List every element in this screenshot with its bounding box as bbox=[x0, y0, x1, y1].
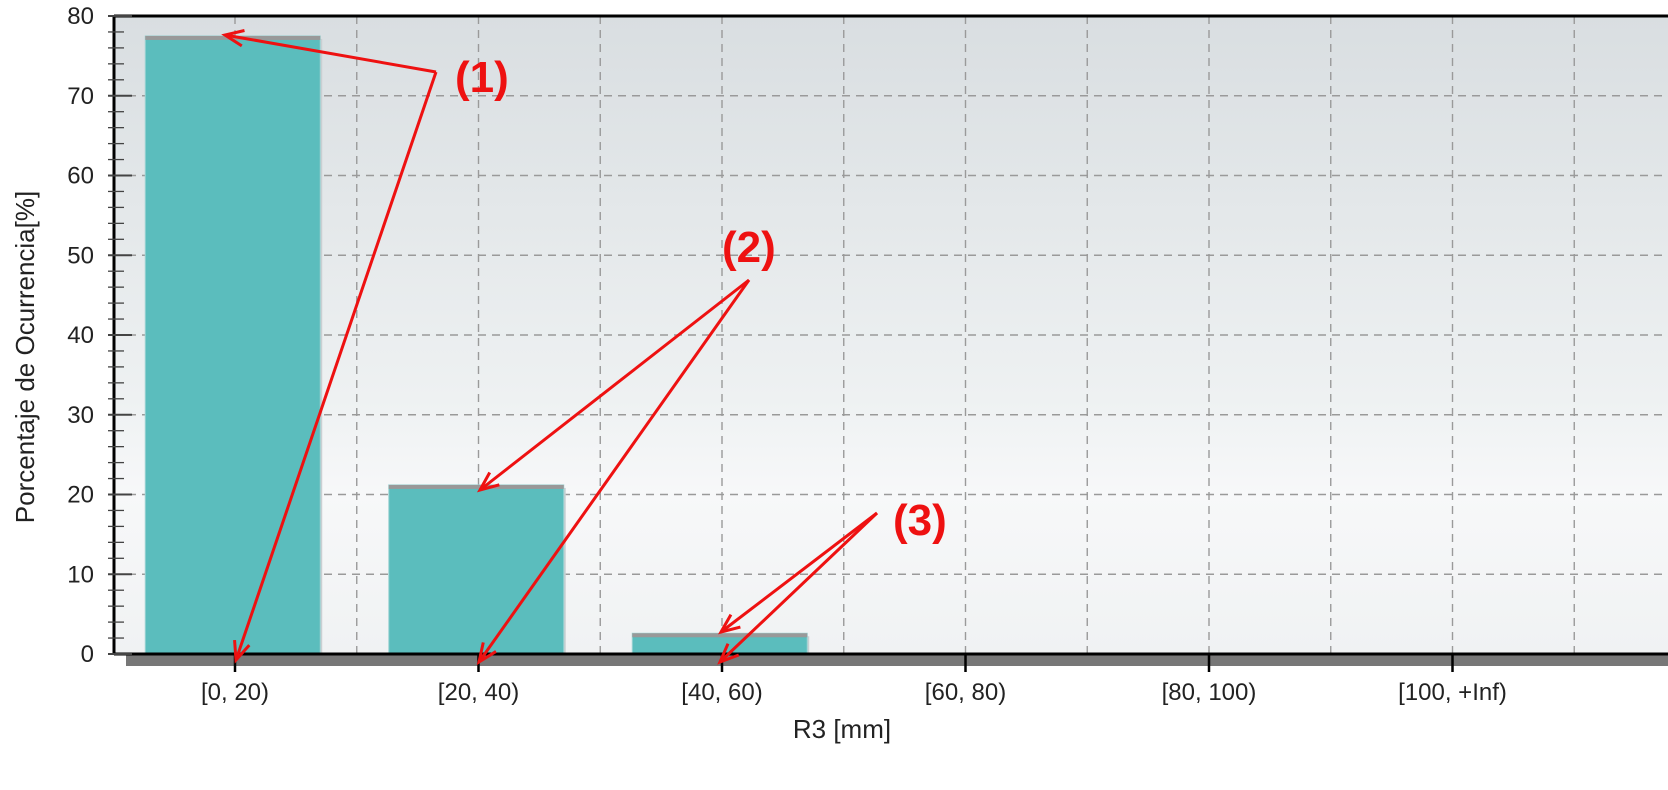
y-axis-title: Porcentaje de Ocurrencia[%] bbox=[10, 191, 40, 523]
y-tick-label: 10 bbox=[67, 561, 94, 588]
annotation-arrowhead bbox=[476, 642, 497, 666]
y-tick-label: 40 bbox=[67, 322, 94, 349]
y-tick-label: 50 bbox=[67, 242, 94, 269]
x-tick-label: [20, 40) bbox=[438, 679, 519, 706]
annotation-arrow bbox=[720, 511, 878, 634]
annotation-arrow bbox=[718, 511, 879, 664]
annotation-arrowhead bbox=[233, 639, 251, 664]
bar-top-edge bbox=[145, 35, 321, 40]
annotation-label: (3) bbox=[893, 496, 947, 545]
bar bbox=[388, 484, 565, 655]
x-tick-label: [40, 60) bbox=[681, 679, 762, 706]
y-tick-label: 0 bbox=[81, 641, 94, 668]
bar-top-edge bbox=[388, 484, 564, 489]
annotation-arrowhead bbox=[476, 471, 500, 493]
y-tick-label: 80 bbox=[67, 3, 94, 30]
annotation-arrow bbox=[234, 71, 438, 661]
y-tick-label: 30 bbox=[67, 402, 94, 429]
annotation-arrow bbox=[479, 278, 750, 492]
y-tick-label: 70 bbox=[67, 83, 94, 110]
y-tick-labels: 0 10 20 30 40 50 60 70 80 bbox=[67, 3, 94, 668]
x-tick-label: [0, 20) bbox=[201, 679, 269, 706]
x-tick-label: [60, 80) bbox=[925, 679, 1006, 706]
bars bbox=[144, 35, 810, 657]
x-tick-labels: [0, 20) [20, 40) [40, 60) [60, 80) [80, 100)… bbox=[201, 679, 1507, 706]
bar bbox=[144, 35, 321, 655]
x-axis-shadow bbox=[126, 654, 1668, 666]
x-tick-label: [100, +Inf) bbox=[1398, 679, 1507, 706]
annotations: (1) (2) (3) bbox=[221, 29, 947, 666]
annotation-arrow bbox=[477, 279, 751, 663]
bar-top-edge bbox=[632, 633, 808, 638]
y-tick-label: 60 bbox=[67, 163, 94, 190]
annotation-arrowhead bbox=[221, 29, 245, 48]
axes bbox=[108, 14, 1668, 672]
x-tick-label: [80, 100) bbox=[1162, 679, 1257, 706]
annotation-label: (1) bbox=[455, 53, 509, 102]
annotation-arrowhead bbox=[717, 643, 740, 665]
annotation-arrow bbox=[224, 33, 437, 74]
x-axis-title: R3 [mm] bbox=[793, 714, 891, 744]
annotation-label: (2) bbox=[722, 223, 776, 272]
y-tick-label: 20 bbox=[67, 482, 94, 509]
annotation-arrowhead bbox=[717, 613, 741, 635]
